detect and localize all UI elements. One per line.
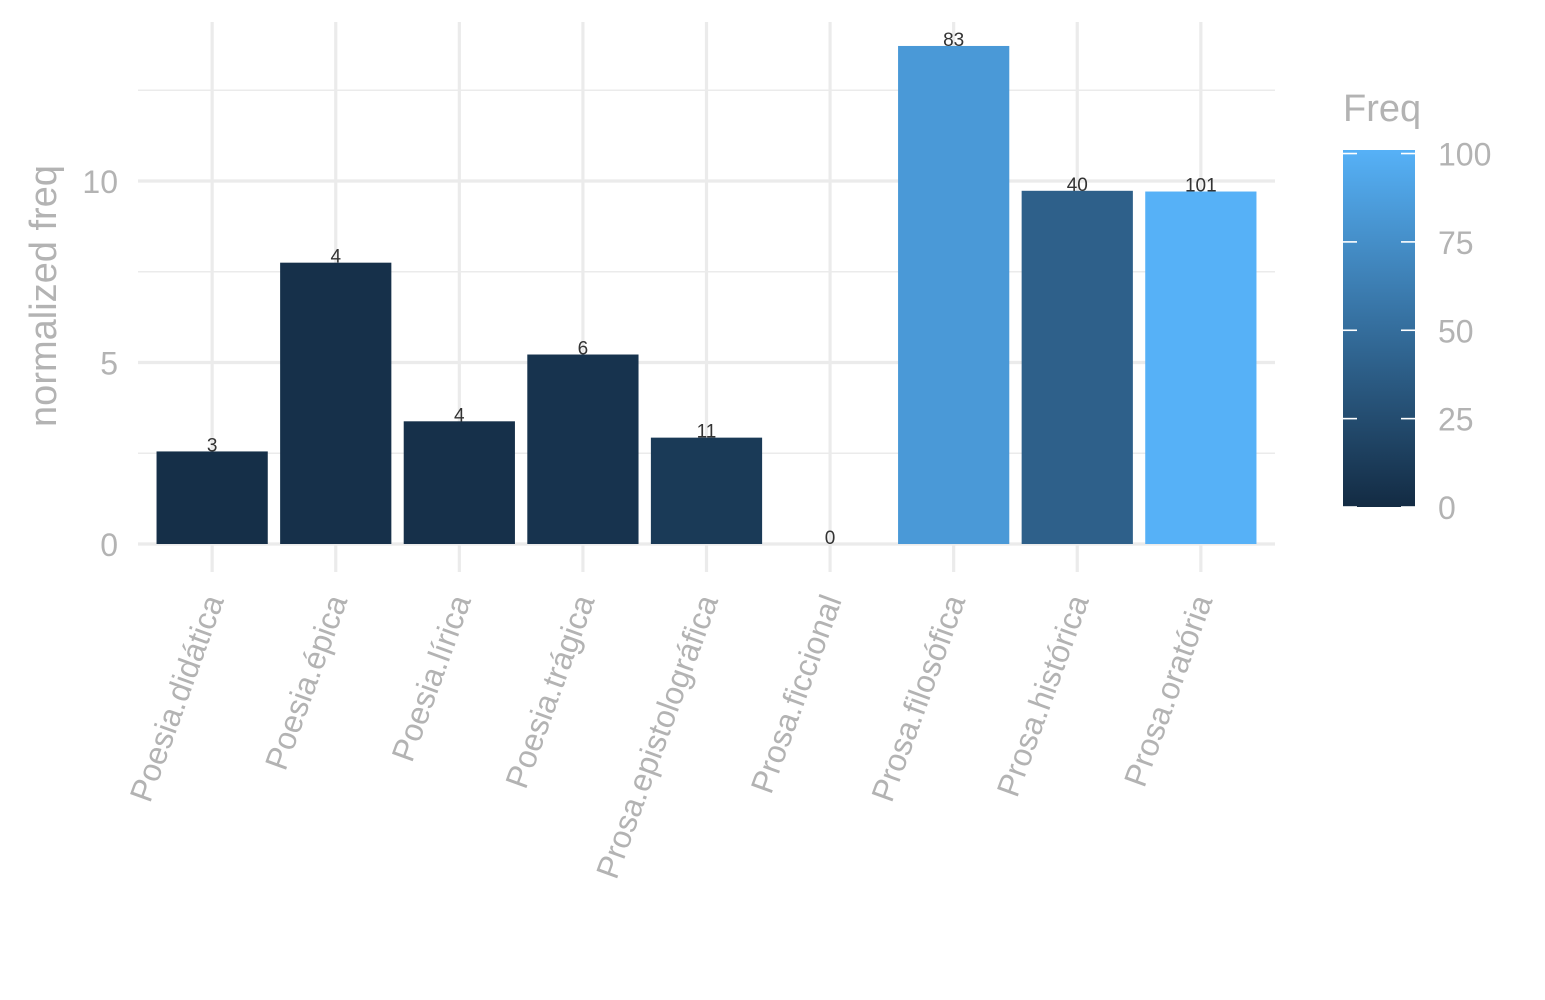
data-label: 101 [1185, 176, 1217, 197]
x-tick-label: Poesia.trágica [498, 590, 601, 793]
legend-colorbar [1343, 150, 1415, 507]
bar [280, 262, 392, 544]
x-tick-label: Poesia.didática [123, 590, 231, 806]
data-label: 6 [578, 339, 589, 360]
bars [156, 45, 1257, 545]
bar [403, 421, 515, 544]
data-label: 4 [330, 247, 341, 268]
x-axis: Poesia.didática Poesia.épica Poesia.lírica… [123, 562, 1220, 883]
bar [527, 354, 639, 544]
legend-tick-label: 100 [1438, 137, 1491, 173]
legend-tick-label: 50 [1438, 313, 1474, 349]
legend-tick-label: 0 [1438, 490, 1456, 526]
data-label: 83 [943, 30, 964, 51]
y-axis: 0 5 10 [82, 164, 118, 563]
bar [898, 45, 1010, 545]
data-labels: 3 4 4 6 11 0 83 40 101 [207, 30, 1217, 549]
bar [650, 437, 763, 544]
x-tick-label: Poesia.épica [258, 590, 355, 775]
legend-tick-label: 25 [1438, 402, 1474, 438]
x-tick-label: Prosa.filosófica [864, 590, 972, 806]
bar [1021, 190, 1133, 544]
x-tick-label: Prosa.histórica [990, 590, 1096, 801]
data-label: 4 [454, 405, 465, 426]
data-label: 0 [825, 528, 836, 549]
legend-title: Freq [1343, 88, 1421, 130]
x-tick-label: Prosa.epistolográfica [589, 590, 725, 883]
bar [1145, 191, 1257, 545]
data-label: 11 [697, 422, 717, 443]
color-legend: Freq 0 25 50 75 100 [1343, 88, 1491, 526]
data-label: 40 [1067, 175, 1088, 196]
x-tick-label: Poesia.lírica [384, 590, 478, 766]
x-tick-label: Prosa.oratória [1117, 590, 1220, 791]
y-tick-label: 0 [100, 527, 118, 563]
x-tick-label: Prosa.ficcional [744, 590, 849, 798]
data-label: 3 [207, 435, 218, 456]
bar [156, 451, 268, 544]
y-axis-title: normalized freq [23, 165, 65, 427]
y-tick-label: 5 [100, 346, 118, 382]
legend-tick-label: 75 [1438, 225, 1474, 261]
y-tick-label: 10 [82, 164, 118, 200]
